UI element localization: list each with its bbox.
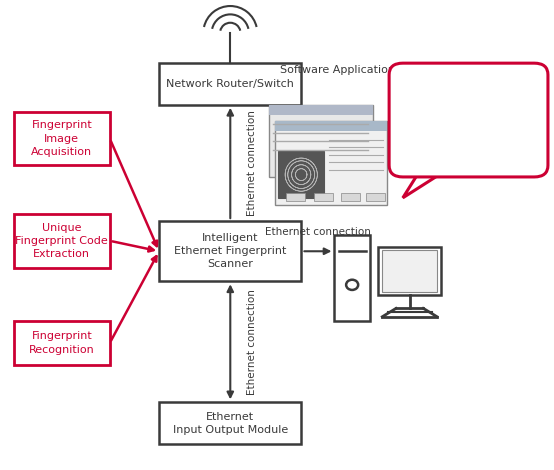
FancyBboxPatch shape bbox=[382, 251, 437, 292]
FancyBboxPatch shape bbox=[269, 105, 373, 177]
FancyBboxPatch shape bbox=[275, 121, 387, 132]
FancyBboxPatch shape bbox=[159, 402, 301, 444]
FancyBboxPatch shape bbox=[341, 193, 360, 201]
FancyBboxPatch shape bbox=[389, 63, 548, 177]
Text: Software Application: Software Application bbox=[280, 65, 394, 75]
FancyBboxPatch shape bbox=[269, 105, 373, 115]
FancyBboxPatch shape bbox=[378, 247, 441, 295]
FancyBboxPatch shape bbox=[14, 112, 110, 165]
FancyBboxPatch shape bbox=[314, 193, 333, 201]
FancyBboxPatch shape bbox=[278, 151, 325, 198]
FancyBboxPatch shape bbox=[366, 193, 384, 201]
Polygon shape bbox=[403, 163, 458, 198]
Text: Ethernet connection: Ethernet connection bbox=[265, 227, 371, 237]
Text: Intelligent
Ethernet Fingerprint
Scanner: Intelligent Ethernet Fingerprint Scanner bbox=[174, 233, 286, 269]
FancyBboxPatch shape bbox=[159, 63, 301, 105]
Text: Ethernet
Input Output Module: Ethernet Input Output Module bbox=[173, 412, 288, 435]
FancyBboxPatch shape bbox=[14, 321, 110, 365]
Text: Fingerprint
Recognition: Fingerprint Recognition bbox=[29, 331, 95, 354]
FancyBboxPatch shape bbox=[159, 221, 301, 282]
Text: Ethernet connection: Ethernet connection bbox=[247, 289, 257, 395]
FancyBboxPatch shape bbox=[335, 235, 370, 321]
Text: Network Router/Switch: Network Router/Switch bbox=[166, 79, 294, 89]
Text: Unique
Fingerprint Code
Extraction: Unique Fingerprint Code Extraction bbox=[16, 223, 108, 259]
FancyBboxPatch shape bbox=[14, 214, 110, 267]
Text: DLL Based SDK: DLL Based SDK bbox=[404, 112, 534, 127]
Text: Fingerprint
Image
Acquisition: Fingerprint Image Acquisition bbox=[32, 120, 93, 157]
FancyBboxPatch shape bbox=[286, 193, 305, 201]
Text: Ethernet connection: Ethernet connection bbox=[247, 110, 257, 216]
FancyBboxPatch shape bbox=[275, 121, 387, 205]
